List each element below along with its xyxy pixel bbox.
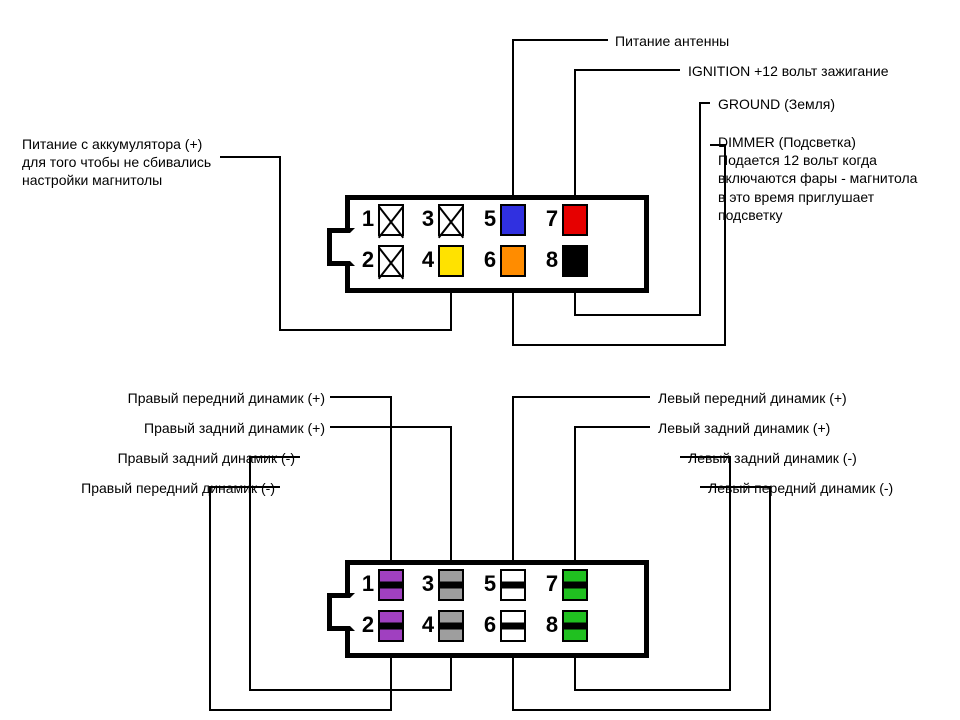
num-b3: 3 <box>418 571 438 597</box>
label-r-rear-plus: Правый задний динамик (+) <box>95 419 325 437</box>
num-b1: 1 <box>358 571 378 597</box>
num-a3: 3 <box>418 206 438 232</box>
num-b4: 4 <box>418 612 438 638</box>
pin-b5 <box>500 569 526 601</box>
num-b7: 7 <box>542 571 562 597</box>
pin-a2 <box>378 245 404 277</box>
pin-b7 <box>562 569 588 601</box>
num-b5: 5 <box>480 571 500 597</box>
pin-a1 <box>378 204 404 236</box>
label-battery: Питание с аккумулятора (+) для того чтоб… <box>22 135 252 190</box>
label-ignition: IGNITION +12 вольт зажигание <box>688 62 889 80</box>
connector-b-notch <box>327 593 355 631</box>
label-r-front-minus: Правый передний динамик (-) <box>35 479 275 497</box>
pin-b3 <box>438 569 464 601</box>
pin-a4 <box>438 245 464 277</box>
pin-b4 <box>438 610 464 642</box>
num-b2: 2 <box>358 612 378 638</box>
num-a2: 2 <box>358 247 378 273</box>
num-a5: 5 <box>480 206 500 232</box>
pin-a8 <box>562 245 588 277</box>
pin-a5 <box>500 204 526 236</box>
pin-a6 <box>500 245 526 277</box>
num-a6: 6 <box>480 247 500 273</box>
label-antenna: Питание антенны <box>615 32 729 50</box>
num-b6: 6 <box>480 612 500 638</box>
num-b8: 8 <box>542 612 562 638</box>
label-ground: GROUND (Земля) <box>718 95 835 113</box>
pin-a7 <box>562 204 588 236</box>
num-a4: 4 <box>418 247 438 273</box>
label-l-rear-plus: Левый задний динамик (+) <box>658 419 830 437</box>
pin-b8 <box>562 610 588 642</box>
label-r-front-plus: Правый передний динамик (+) <box>120 389 325 407</box>
label-dimmer: DIMMER (Подсветка) Подается 12 вольт ког… <box>718 133 948 224</box>
diagram-canvas: { "canvas": { "w": 960, "h": 720, "bg": … <box>0 0 960 720</box>
num-a8: 8 <box>542 247 562 273</box>
num-a1: 1 <box>358 206 378 232</box>
label-l-front-plus: Левый передний динамик (+) <box>658 389 847 407</box>
label-r-rear-minus: Правый задний динамик (-) <box>70 449 295 467</box>
pin-b2 <box>378 610 404 642</box>
pin-b1 <box>378 569 404 601</box>
label-l-front-minus: Левый передний динамик (-) <box>708 479 893 497</box>
pin-b6 <box>500 610 526 642</box>
label-l-rear-minus: Левый задний динамик (-) <box>688 449 857 467</box>
pin-a3 <box>438 204 464 236</box>
connector-a-notch <box>327 228 355 266</box>
num-a7: 7 <box>542 206 562 232</box>
